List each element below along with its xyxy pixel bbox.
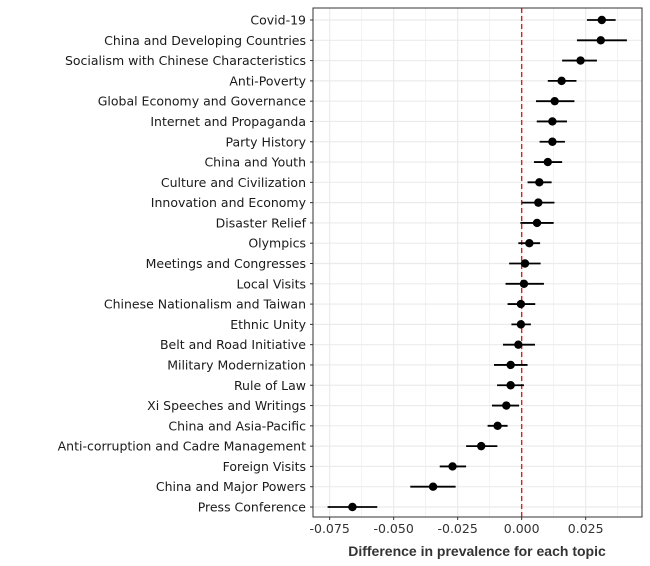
y-tick-label: Disaster Relief — [216, 215, 307, 230]
data-point — [477, 441, 486, 451]
y-tick-label: Innovation and Economy — [151, 195, 307, 210]
data-point — [576, 56, 585, 65]
data-point — [534, 198, 543, 207]
gridlines — [313, 8, 642, 517]
data-point — [597, 15, 607, 25]
data-point — [428, 482, 438, 491]
x-axis-title: Difference in prevalence for each topic — [348, 543, 606, 559]
data-point — [520, 259, 530, 268]
y-tick-label: Local Visits — [236, 276, 306, 291]
data-point — [535, 178, 544, 187]
y-tick-label: China and Developing Countries — [104, 33, 306, 48]
y-tick-label: Global Economy and Governance — [98, 94, 307, 109]
y-tick-label: China and Youth — [204, 155, 306, 170]
y-tick-label: China and Major Powers — [156, 479, 306, 494]
data-point — [348, 502, 357, 512]
data-point — [532, 218, 542, 228]
data-point — [502, 401, 511, 410]
data-point — [548, 137, 557, 146]
y-tick-label: Belt and Road Initiative — [160, 337, 306, 352]
data-point — [525, 239, 534, 248]
data-point — [506, 360, 515, 370]
y-tick-label: Socialism with Chinese Characteristics — [65, 53, 306, 68]
y-tick-label: Rule of Law — [234, 378, 306, 393]
y-tick-label: Olympics — [248, 236, 306, 251]
x-tick-label: -0.050 — [374, 521, 414, 536]
data-point — [514, 340, 523, 349]
data-point — [543, 157, 552, 167]
data-point — [519, 279, 529, 288]
plot-border — [312, 7, 643, 518]
data-point — [550, 96, 559, 106]
data-point — [557, 76, 566, 86]
y-tick-label: Internet and Propaganda — [150, 114, 306, 129]
y-tick-label: Culture and Civilization — [161, 175, 306, 190]
y-tick-label: Press Conference — [198, 500, 307, 515]
y-tick-label: Anti-corruption and Cadre Management — [58, 439, 306, 454]
x-axis-ticks: -0.075 -0.050 -0.025 0.000 0.025 — [309, 517, 604, 536]
x-tick-label: 0.025 — [568, 521, 604, 536]
y-tick-label: Meetings and Congresses — [146, 256, 306, 271]
data-point — [506, 381, 515, 390]
y-tick-label: Chinese Nationalism and Taiwan — [104, 297, 306, 312]
data-marks — [327, 15, 627, 512]
data-point — [448, 462, 457, 471]
x-tick-label: -0.025 — [438, 521, 478, 536]
y-tick-label: Foreign Visits — [223, 459, 306, 474]
plot-panel — [313, 8, 642, 517]
x-tick-label: 0.000 — [504, 521, 540, 536]
data-point — [516, 299, 526, 309]
y-tick-label: Covid-19 — [250, 13, 306, 28]
y-tick-label: Anti-Poverty — [229, 73, 306, 88]
y-tick-label: Xi Speeches and Writings — [147, 398, 306, 413]
y-axis-labels: Covid-19 China and Developing Countries So… — [58, 13, 313, 515]
y-tick-label: Ethnic Unity — [230, 317, 306, 332]
data-point — [516, 320, 526, 329]
data-point — [493, 421, 502, 431]
data-point — [596, 36, 605, 45]
data-point — [548, 117, 557, 126]
y-tick-label: Military Modernization — [167, 357, 306, 372]
x-tick-label: -0.075 — [309, 521, 349, 536]
y-tick-label: Party History — [225, 134, 306, 149]
y-tick-label: China and Asia-Pacific — [168, 418, 306, 433]
